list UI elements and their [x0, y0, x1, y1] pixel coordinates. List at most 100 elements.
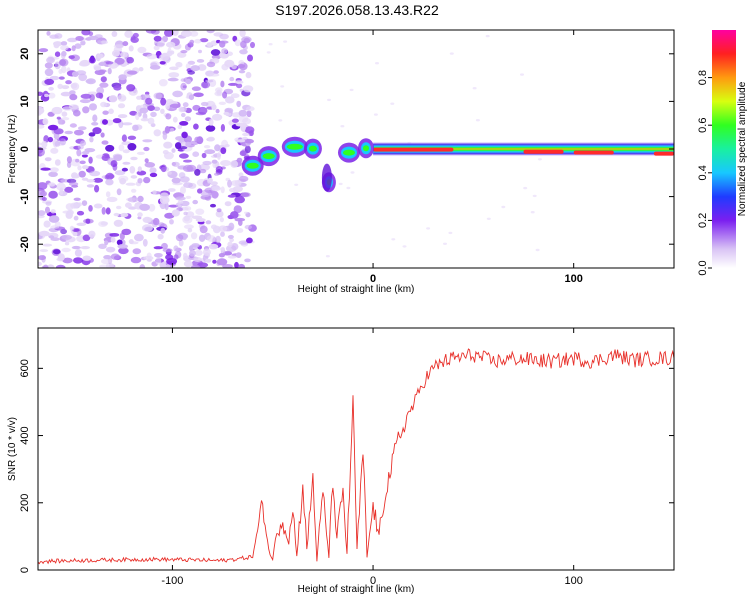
noise-blob: [54, 141, 61, 147]
signal-core: [573, 150, 614, 155]
noise-speck: [532, 194, 537, 198]
noise-blob: [97, 40, 102, 45]
noise-blob: [226, 51, 233, 57]
noise-blob: [75, 36, 84, 41]
noise-blob: [201, 152, 207, 159]
noise-blob: [153, 129, 162, 137]
noise-blob: [229, 237, 235, 243]
noise-blob: [38, 210, 46, 216]
noise-blob: [167, 188, 176, 192]
noise-blob: [159, 196, 170, 205]
noise-blob: [238, 175, 249, 182]
noise-blob: [40, 190, 47, 197]
spectrogram-ytick-label: 10: [19, 95, 31, 107]
noise-blob: [161, 242, 168, 250]
spectrogram-xtick-label: 0: [370, 273, 376, 285]
noise-speck: [283, 40, 288, 43]
noise-blob: [153, 35, 162, 42]
noise-blob: [224, 59, 235, 68]
noise-blob: [200, 81, 211, 89]
noise-blob: [95, 92, 103, 99]
noise-blob: [127, 135, 137, 140]
signal-core: [373, 147, 454, 152]
noise-blob: [171, 30, 179, 36]
noise-blob: [216, 39, 221, 44]
noise-blob: [149, 65, 161, 70]
noise-blob: [137, 46, 147, 54]
noise-blob: [184, 206, 192, 211]
noise-blob: [127, 196, 139, 203]
spectrogram-ytick-label: 20: [19, 48, 31, 60]
noise-blob: [145, 97, 153, 105]
noise-blob: [68, 182, 79, 186]
noise-blob: [237, 64, 246, 69]
noise-blob: [150, 111, 157, 118]
noise-blob: [146, 53, 158, 60]
noise-blob: [132, 124, 139, 131]
noise-blob: [100, 40, 108, 45]
spectrogram-ytick-label: -20: [19, 236, 31, 252]
colorbar-label: Normalized spectral amplitude: [737, 81, 748, 216]
noise-blob: [227, 179, 232, 188]
noise-blob: [78, 73, 88, 82]
spectrogram-ytick-label: -10: [19, 189, 31, 205]
noise-blob: [219, 217, 224, 223]
noise-blob: [41, 197, 47, 201]
noise-speck: [278, 119, 283, 122]
noise-blob: [235, 252, 242, 258]
noise-blob: [172, 116, 178, 123]
noise-blob: [242, 85, 254, 93]
noise-blob: [175, 61, 183, 68]
noise-blob: [74, 43, 82, 49]
noise-blob: [227, 234, 234, 239]
noise-blob: [169, 219, 174, 225]
snr-panel: -100 0 100 0 200 400 600 Height of straight li…: [7, 327, 675, 595]
noise-blob: [231, 118, 239, 123]
noise-blob: [238, 240, 249, 245]
noise-blob: [145, 30, 157, 34]
noise-blob: [118, 175, 129, 182]
noise-blob: [43, 264, 49, 268]
noise-blob: [82, 106, 90, 114]
noise-blob: [69, 225, 74, 231]
noise-blob: [157, 233, 164, 240]
noise-blob: [220, 186, 225, 194]
noise-blob: [88, 230, 96, 238]
noise-blob: [165, 102, 170, 110]
noise-speck: [268, 43, 273, 46]
noise-blob: [234, 39, 241, 47]
noise-blob: [88, 156, 93, 164]
noise-blob: [179, 121, 189, 126]
noise-blob: [179, 176, 190, 183]
noise-blob: [64, 130, 73, 135]
noise-blob: [169, 103, 181, 109]
noise-blob: [149, 172, 158, 178]
noise-blob: [50, 209, 56, 214]
noise-blob: [211, 159, 218, 164]
noise-blob: [172, 90, 184, 98]
noise-blob: [60, 91, 72, 97]
noise-speck: [537, 158, 542, 161]
colorbar-tick-label: 0.0: [697, 260, 709, 275]
noise-blob: [220, 231, 225, 237]
noise-blob: [44, 62, 53, 69]
noise-blob: [216, 258, 228, 266]
noise-blob: [181, 131, 188, 139]
noise-blob: [233, 205, 242, 214]
noise-blob: [105, 191, 111, 198]
snr-xtick-label: -100: [161, 575, 183, 587]
noise-blob: [120, 212, 129, 218]
noise-blob: [219, 40, 226, 48]
noise-blob: [144, 158, 149, 164]
noise-blob: [215, 87, 223, 93]
signal-core: [523, 149, 564, 154]
noise-blob: [234, 80, 244, 85]
noise-blob: [48, 190, 58, 199]
noise-blob: [54, 51, 61, 57]
noise-blob: [183, 260, 193, 268]
noise-blob: [229, 187, 237, 193]
noise-blob: [236, 228, 244, 233]
noise-blob: [104, 174, 110, 180]
noise-blob: [202, 248, 211, 256]
